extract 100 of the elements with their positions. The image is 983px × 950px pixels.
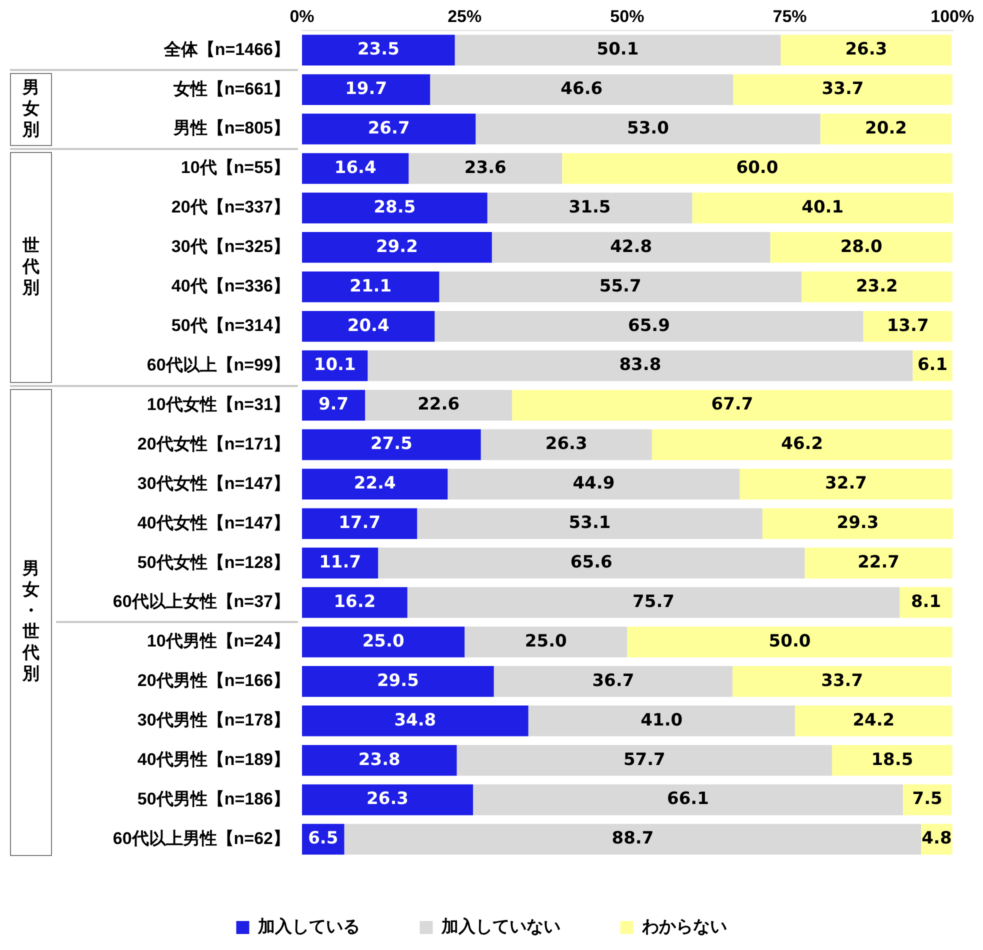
text: 男女別 bbox=[21, 78, 40, 141]
bar bbox=[900, 587, 952, 618]
bar bbox=[627, 626, 952, 658]
data-label: 13.7 bbox=[886, 316, 929, 336]
bar bbox=[652, 429, 952, 460]
bar bbox=[762, 508, 953, 540]
data-label: 20.2 bbox=[865, 118, 907, 138]
bar bbox=[302, 508, 418, 540]
bar bbox=[480, 429, 652, 460]
data-label: 44.9 bbox=[572, 474, 615, 494]
data-label: 7.5 bbox=[912, 789, 942, 810]
data-label: 29.2 bbox=[376, 236, 418, 257]
bar bbox=[302, 666, 494, 697]
data-label: 29.5 bbox=[376, 670, 419, 691]
data-label: 19.7 bbox=[345, 79, 388, 100]
data-label: 41.0 bbox=[640, 710, 683, 730]
data-label: 60.0 bbox=[736, 158, 778, 178]
data-label: 26.3 bbox=[545, 434, 588, 454]
data-label: 34.8 bbox=[394, 710, 436, 730]
data-label: 23.2 bbox=[856, 276, 898, 296]
y-tick-label: 30代【n=325】 bbox=[171, 237, 290, 256]
y-tick-label: 20代【n=337】 bbox=[171, 198, 290, 217]
y-tick-label: 10代男性【n=24】 bbox=[146, 632, 290, 651]
bar bbox=[302, 468, 448, 500]
data-label: 27.5 bbox=[370, 434, 412, 454]
bar bbox=[302, 34, 455, 66]
y-tick-label: 60代以上女性【n=37】 bbox=[112, 592, 290, 612]
bar bbox=[492, 232, 770, 263]
data-label: 57.7 bbox=[623, 750, 666, 770]
data-label: 46.2 bbox=[781, 434, 824, 454]
data-label: 29.3 bbox=[836, 513, 879, 534]
data-label: 22.6 bbox=[418, 394, 460, 415]
x-tick-label: 100% bbox=[930, 6, 974, 26]
data-label: 6.5 bbox=[308, 828, 338, 849]
data-label: 65.9 bbox=[628, 316, 670, 336]
data-label: 11.7 bbox=[319, 552, 362, 572]
bar bbox=[344, 824, 922, 855]
data-label: 20.4 bbox=[347, 316, 390, 336]
data-label: 28.5 bbox=[374, 197, 416, 218]
y-tick-label: 50代男性【n=186】 bbox=[137, 790, 290, 808]
data-label: 16.4 bbox=[334, 158, 376, 178]
data-label: 32.7 bbox=[825, 474, 867, 494]
legend-label: 加入していない bbox=[440, 917, 560, 936]
bar bbox=[473, 784, 903, 816]
data-label: 25.0 bbox=[524, 631, 568, 652]
bar bbox=[448, 468, 740, 500]
data-label: 46.6 bbox=[560, 79, 603, 100]
data-label: 28.0 bbox=[840, 236, 882, 257]
bar bbox=[733, 74, 952, 105]
data-label: 75.7 bbox=[632, 592, 674, 612]
y-tick-label: 50代女性【n=128】 bbox=[137, 552, 290, 572]
data-label: 33.7 bbox=[821, 670, 864, 691]
bar bbox=[302, 390, 366, 421]
bar bbox=[804, 548, 952, 578]
data-label: 10.1 bbox=[314, 355, 356, 376]
x-tick-label: 0% bbox=[290, 6, 314, 26]
bar bbox=[434, 310, 864, 342]
bar bbox=[512, 390, 952, 421]
bar bbox=[302, 153, 409, 184]
bar bbox=[794, 706, 952, 736]
bar bbox=[302, 548, 378, 578]
data-label: 22.7 bbox=[858, 552, 900, 572]
y-tick-label: 10代【n=55】 bbox=[180, 158, 290, 178]
bar bbox=[302, 784, 474, 816]
bar bbox=[365, 390, 512, 421]
data-label: 65.6 bbox=[570, 552, 612, 572]
data-label: 31.5 bbox=[568, 197, 611, 218]
y-tick-label: 20代女性【n=171】 bbox=[137, 434, 290, 454]
bar bbox=[494, 666, 733, 697]
data-label: 9.7 bbox=[318, 394, 349, 415]
y-tick-label: 50代【n=314】 bbox=[171, 316, 290, 336]
bar bbox=[692, 192, 953, 224]
data-label: 8.1 bbox=[910, 592, 942, 612]
data-label: 55.7 bbox=[599, 276, 642, 296]
data-label: 17.7 bbox=[338, 513, 381, 534]
data-label: 53.0 bbox=[627, 118, 670, 138]
data-label: 4.8 bbox=[922, 828, 952, 849]
bar bbox=[740, 468, 952, 500]
text: 男女・世代別 bbox=[21, 559, 40, 686]
bar bbox=[302, 744, 457, 776]
x-tick-label: 75% bbox=[772, 6, 807, 26]
bar bbox=[770, 232, 952, 263]
data-label: 53.1 bbox=[568, 513, 611, 534]
y-tick-label: 30代女性【n=147】 bbox=[137, 474, 290, 493]
bar bbox=[378, 548, 805, 578]
bar bbox=[528, 706, 795, 736]
data-label: 26.3 bbox=[845, 40, 888, 60]
data-label: 23.5 bbox=[357, 40, 400, 60]
data-label: 26.7 bbox=[368, 118, 410, 138]
bar bbox=[302, 626, 465, 658]
bar bbox=[302, 114, 476, 144]
x-tick-label: 25% bbox=[448, 6, 482, 26]
data-label: 6.1 bbox=[917, 355, 948, 376]
y-tick-label: 60代以上【n=99】 bbox=[146, 355, 290, 374]
data-label: 21.1 bbox=[350, 276, 392, 296]
bar bbox=[302, 232, 492, 263]
data-label: 88.7 bbox=[612, 828, 654, 849]
bar bbox=[780, 34, 952, 66]
y-tick-label: 30代男性【n=178】 bbox=[137, 710, 290, 730]
bar bbox=[820, 114, 952, 144]
